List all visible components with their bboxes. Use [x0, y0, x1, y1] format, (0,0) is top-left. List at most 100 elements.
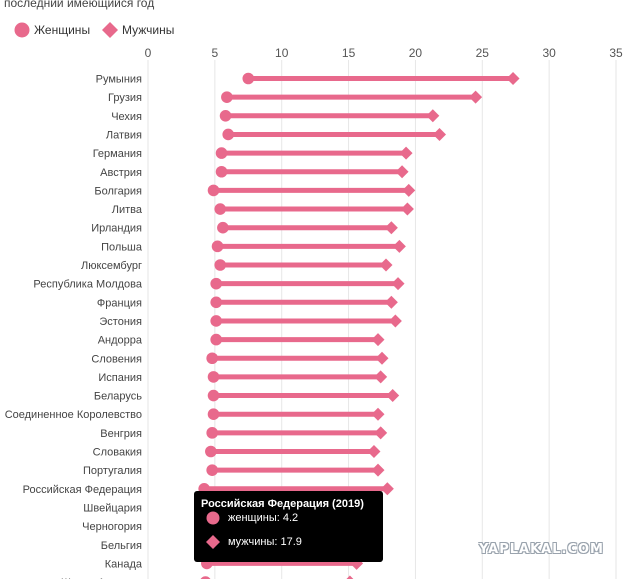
- y-category-label: Венгрия: [100, 428, 142, 440]
- legend-label-women: Женщины: [34, 23, 91, 37]
- y-category-label: Соединенное Королевство: [5, 409, 142, 421]
- tooltip-row-men: мужчины: 17.9: [206, 533, 302, 551]
- women-point: [207, 408, 220, 421]
- men-point: [374, 426, 388, 440]
- men-point: [426, 109, 440, 123]
- x-tick-label: 35: [609, 46, 623, 60]
- women-point: [210, 333, 222, 346]
- y-category-label: Франция: [97, 297, 142, 309]
- men-point: [395, 165, 409, 179]
- y-category-label: Испания: [98, 372, 142, 384]
- tooltip-row-women: женщины: 4.2: [206, 509, 298, 527]
- women-point: [214, 203, 227, 215]
- men-point: [402, 183, 416, 197]
- y-category-label: Австрия: [100, 167, 142, 179]
- men-point: [384, 221, 398, 235]
- x-tick-label: 25: [476, 46, 490, 60]
- y-category-label: Республика Молдова: [33, 279, 142, 291]
- y-category-label: Чехия: [111, 111, 142, 123]
- y-category-label: Латвия: [106, 129, 142, 141]
- x-tick-label: 5: [212, 46, 219, 60]
- y-category-label: Швейцария: [83, 502, 142, 514]
- x-tick-label: 30: [542, 46, 556, 60]
- men-point: [399, 146, 413, 160]
- legend-label-men: Мужчины: [122, 23, 175, 37]
- tooltip-men-value: мужчины: 17.9: [228, 536, 302, 548]
- circle-marker-icon: [14, 22, 30, 38]
- y-category-label: Бельгия: [101, 540, 142, 552]
- women-point: [210, 315, 222, 327]
- x-tick-label: 15: [342, 46, 356, 60]
- y-category-label: Словения: [91, 353, 142, 365]
- men-point: [392, 239, 406, 253]
- women-point: [242, 72, 255, 85]
- y-category-label: Российская Федерация: [23, 484, 142, 496]
- men-point: [374, 370, 388, 384]
- x-tick-label: 20: [409, 46, 423, 60]
- women-point: [219, 110, 232, 122]
- women-point: [206, 352, 218, 365]
- men-point: [371, 407, 385, 421]
- y-category-label: Германия: [93, 148, 142, 160]
- tooltip: Российская Федерация (2019) женщины: 4.2…: [194, 491, 383, 562]
- tooltip-women-value: женщины: 4.2: [228, 512, 299, 524]
- y-category-label: Эстония: [99, 316, 142, 328]
- legend-item-men[interactable]: Мужчины: [102, 20, 174, 40]
- y-category-label: Беларусь: [94, 391, 142, 403]
- y-category-label: Литва: [112, 204, 143, 216]
- men-point: [371, 463, 385, 477]
- men-point: [371, 333, 385, 347]
- men-point: [384, 295, 398, 309]
- y-category-label: Соединенные Штаты Америки: [0, 577, 142, 579]
- women-point: [214, 259, 227, 271]
- men-point: [380, 482, 394, 496]
- chart-subtitle: последний имеющийся год: [4, 0, 155, 10]
- women-point: [207, 371, 220, 383]
- legend-item-women[interactable]: Женщины: [14, 20, 90, 40]
- diamond-marker-icon: [206, 535, 220, 549]
- women-point: [210, 277, 222, 290]
- y-category-label: Черногория: [82, 521, 142, 533]
- women-point: [207, 184, 220, 197]
- y-category-label: Словакия: [93, 447, 142, 459]
- tooltip-title: Российская Федерация (2019): [201, 498, 364, 510]
- women-point: [222, 128, 235, 141]
- y-category-label: Грузия: [108, 92, 142, 104]
- y-category-label: Люксембург: [81, 260, 142, 272]
- y-category-label: Румыния: [96, 74, 142, 86]
- men-point: [388, 314, 402, 328]
- x-tick-label: 0: [145, 46, 152, 60]
- women-point: [221, 91, 233, 103]
- men-point: [379, 258, 393, 272]
- diamond-marker-icon: [102, 22, 118, 38]
- men-point: [400, 202, 414, 216]
- men-point: [391, 277, 405, 291]
- y-category-label: Португалия: [83, 465, 142, 477]
- women-point: [217, 221, 229, 234]
- women-point: [206, 427, 218, 439]
- women-point: [205, 445, 217, 458]
- women-point: [210, 296, 222, 309]
- women-point: [215, 147, 228, 159]
- y-category-label: Андорра: [98, 335, 143, 347]
- men-point: [506, 72, 520, 85]
- men-point: [386, 389, 400, 403]
- x-tick-label: 10: [275, 46, 289, 60]
- men-point: [432, 127, 446, 141]
- women-point: [207, 389, 220, 402]
- women-point: [200, 576, 211, 579]
- y-category-label: Ирландия: [91, 223, 142, 235]
- men-point: [346, 575, 354, 579]
- y-category-label: Польша: [101, 241, 143, 253]
- women-point: [215, 165, 228, 178]
- women-point: [206, 464, 218, 476]
- men-point: [469, 90, 483, 104]
- women-point: [211, 240, 224, 253]
- men-point: [375, 351, 389, 365]
- y-category-label: Болгария: [94, 185, 142, 197]
- y-category-label: Канада: [105, 558, 143, 570]
- watermark: YAPLAKAL.COM: [479, 542, 604, 557]
- men-point: [367, 445, 381, 458]
- circle-marker-icon: [206, 511, 220, 525]
